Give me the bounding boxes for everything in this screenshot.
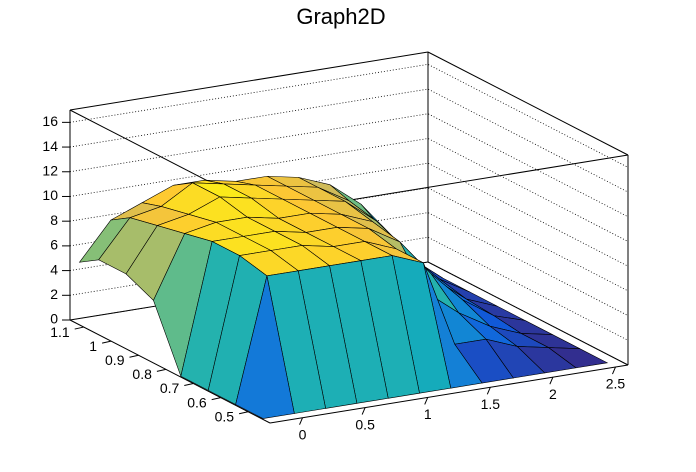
- y-tick: [184, 383, 194, 386]
- x-tick-label: 0.5: [355, 416, 375, 432]
- grid-line: [69, 63, 629, 168]
- y-tick: [238, 411, 249, 415]
- x-axis-line: [269, 364, 629, 424]
- grid-line: [69, 113, 629, 218]
- y-tick: [74, 326, 84, 330]
- z-tick-label: 8: [50, 212, 58, 228]
- x-tick-label: 1.5: [481, 396, 501, 412]
- y-tick-label: 0.7: [160, 380, 180, 396]
- z-tick-label: 14: [42, 138, 58, 154]
- z-tick-label: 2: [50, 286, 58, 302]
- chart-title: Graph2D: [296, 4, 385, 29]
- y-tick: [156, 368, 166, 372]
- y-tick-label: 0.8: [132, 366, 152, 382]
- x-tick: [424, 397, 429, 405]
- y-tick-label: 0.6: [187, 394, 207, 410]
- x-tick: [486, 387, 491, 395]
- y-tick: [211, 397, 221, 401]
- z-tick-label: 4: [50, 261, 58, 277]
- x-tick: [612, 366, 616, 375]
- box-edge: [427, 51, 629, 156]
- y-tick-label: 1.1: [50, 324, 70, 340]
- y-tick: [101, 340, 112, 344]
- y-tick-label: 0.9: [105, 352, 125, 368]
- z-tick-label: 10: [42, 187, 58, 203]
- z-tick-label: 0: [50, 311, 58, 327]
- box-edge: [69, 51, 429, 111]
- x-tick: [361, 407, 366, 415]
- y-axis-line: [69, 319, 271, 424]
- z-tick-label: 6: [50, 237, 58, 253]
- box-edge: [427, 261, 629, 366]
- x-tick: [549, 376, 554, 385]
- x-tick-label: 1: [424, 406, 432, 422]
- grid-line: [69, 138, 629, 242]
- surface-cell: [235, 275, 295, 419]
- y-tick-label: 1: [89, 338, 97, 354]
- z-tick-label: 16: [42, 113, 58, 129]
- x-tick-label: 0: [299, 426, 307, 442]
- y-tick: [129, 354, 139, 358]
- x-tick-label: 2: [549, 386, 557, 402]
- x-tick: [299, 417, 304, 425]
- x-tick-label: 2.5: [606, 376, 626, 392]
- grid-line: [69, 88, 629, 193]
- z-tick-label: 12: [42, 162, 58, 178]
- y-tick-label: 0.5: [215, 408, 235, 424]
